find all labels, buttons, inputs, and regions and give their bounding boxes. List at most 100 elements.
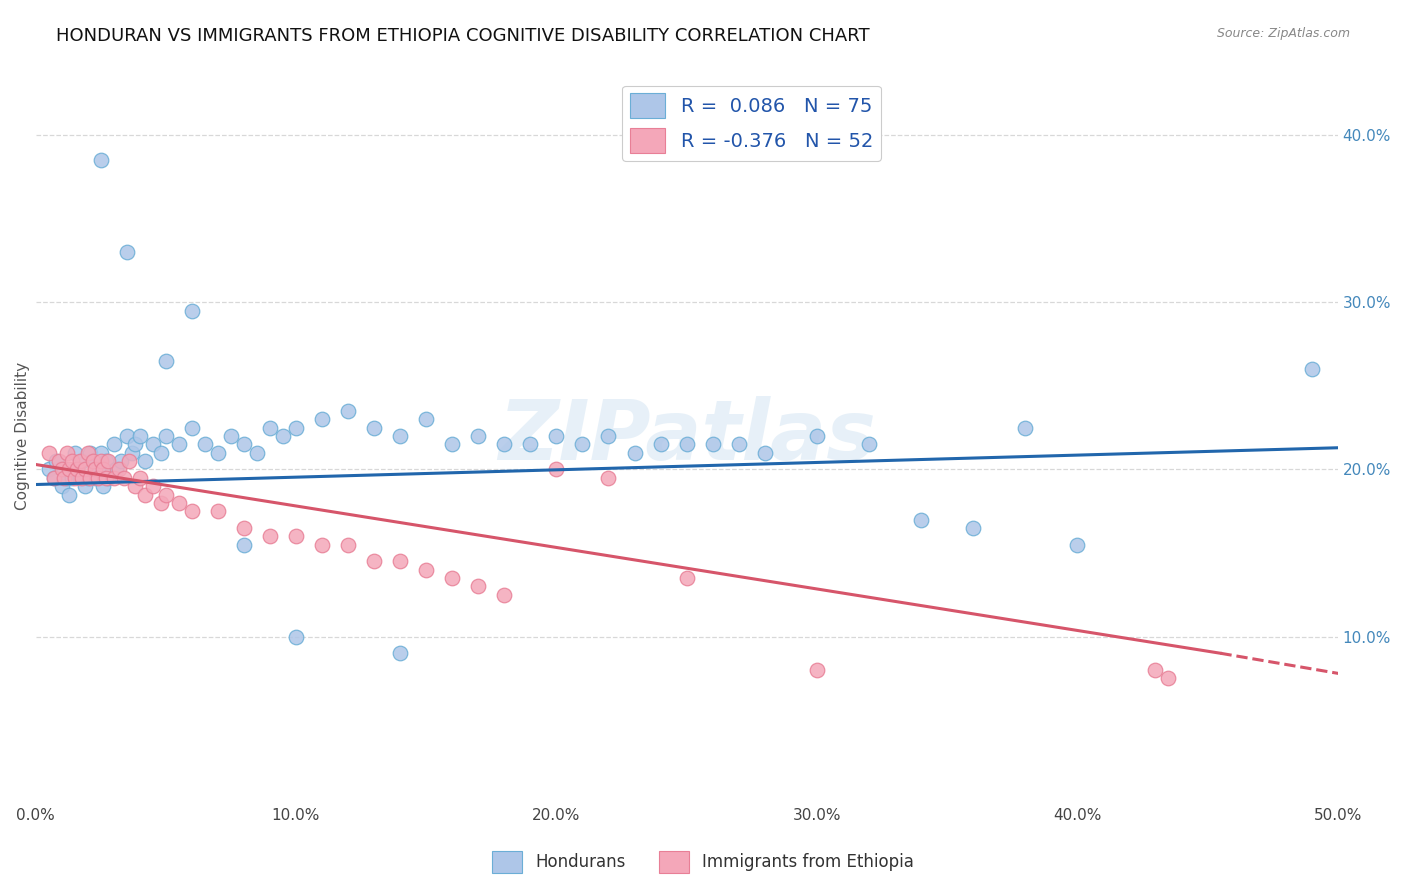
Point <box>42 471 65 485</box>
Point <box>285 529 308 543</box>
Point <box>149 446 172 460</box>
Point <box>105 462 128 476</box>
Point <box>90 446 112 460</box>
Point <box>754 446 776 460</box>
Point <box>38 462 60 476</box>
Point <box>72 454 94 468</box>
Point <box>66 462 89 476</box>
Point <box>363 554 385 568</box>
Point <box>53 462 76 476</box>
Point <box>73 479 96 493</box>
Point <box>90 454 112 468</box>
Point <box>415 412 437 426</box>
Point <box>82 454 104 468</box>
Point <box>1144 663 1167 677</box>
Point <box>112 471 135 485</box>
Point <box>232 521 254 535</box>
Point <box>207 504 229 518</box>
Point <box>73 462 96 476</box>
Point <box>285 630 308 644</box>
Point <box>337 538 360 552</box>
Point <box>389 429 412 443</box>
Point <box>494 588 516 602</box>
Point <box>91 462 114 476</box>
Point <box>271 429 294 443</box>
Point <box>110 454 132 468</box>
Point <box>675 571 697 585</box>
Point <box>180 504 202 518</box>
Point <box>72 471 94 485</box>
Point <box>69 454 91 468</box>
Text: Source: ZipAtlas.com: Source: ZipAtlas.com <box>1216 27 1350 40</box>
Point <box>675 437 697 451</box>
Point <box>467 429 489 443</box>
Point <box>121 446 143 460</box>
Point <box>103 437 125 451</box>
Legend: R =  0.086   N = 75, R = -0.376   N = 52: R = 0.086 N = 75, R = -0.376 N = 52 <box>623 86 882 161</box>
Point <box>118 454 141 468</box>
Point <box>180 421 202 435</box>
Point <box>42 471 65 485</box>
Point <box>108 462 131 476</box>
Point <box>51 462 73 476</box>
Point <box>53 471 76 485</box>
Point <box>87 462 110 476</box>
Point <box>115 245 138 260</box>
Point <box>441 571 464 585</box>
Point <box>207 446 229 460</box>
Point <box>63 446 86 460</box>
Point <box>167 437 190 451</box>
Point <box>63 471 86 485</box>
Point <box>45 454 67 468</box>
Point <box>51 479 73 493</box>
Point <box>311 538 333 552</box>
Point <box>219 429 242 443</box>
Point <box>38 446 60 460</box>
Point <box>311 412 333 426</box>
Point <box>128 471 150 485</box>
Point <box>155 487 177 501</box>
Point <box>124 437 146 451</box>
Point <box>155 429 177 443</box>
Point <box>58 462 80 476</box>
Point <box>124 479 146 493</box>
Text: ZIPatlas: ZIPatlas <box>498 395 876 476</box>
Point <box>259 421 281 435</box>
Point <box>103 471 125 485</box>
Point <box>441 437 464 451</box>
Point <box>1301 362 1323 376</box>
Point <box>79 446 101 460</box>
Point <box>546 429 568 443</box>
Point <box>149 496 172 510</box>
Point <box>82 454 104 468</box>
Point <box>66 462 89 476</box>
Point <box>56 446 79 460</box>
Point <box>79 471 101 485</box>
Point <box>389 554 412 568</box>
Point <box>90 153 112 168</box>
Point <box>97 471 120 485</box>
Point <box>76 471 98 485</box>
Point <box>415 563 437 577</box>
Point <box>285 421 308 435</box>
Point <box>180 303 202 318</box>
Point <box>519 437 541 451</box>
Point <box>232 538 254 552</box>
Point <box>806 429 828 443</box>
Point <box>910 513 932 527</box>
Point <box>727 437 749 451</box>
Point <box>134 454 156 468</box>
Point <box>60 471 83 485</box>
Legend: Hondurans, Immigrants from Ethiopia: Hondurans, Immigrants from Ethiopia <box>485 845 921 880</box>
Point <box>69 471 91 485</box>
Point <box>259 529 281 543</box>
Point <box>60 454 83 468</box>
Point <box>246 446 269 460</box>
Point <box>56 471 79 485</box>
Point <box>142 479 165 493</box>
Point <box>155 354 177 368</box>
Point <box>84 462 107 476</box>
Point <box>702 437 724 451</box>
Point <box>494 437 516 451</box>
Point <box>546 462 568 476</box>
